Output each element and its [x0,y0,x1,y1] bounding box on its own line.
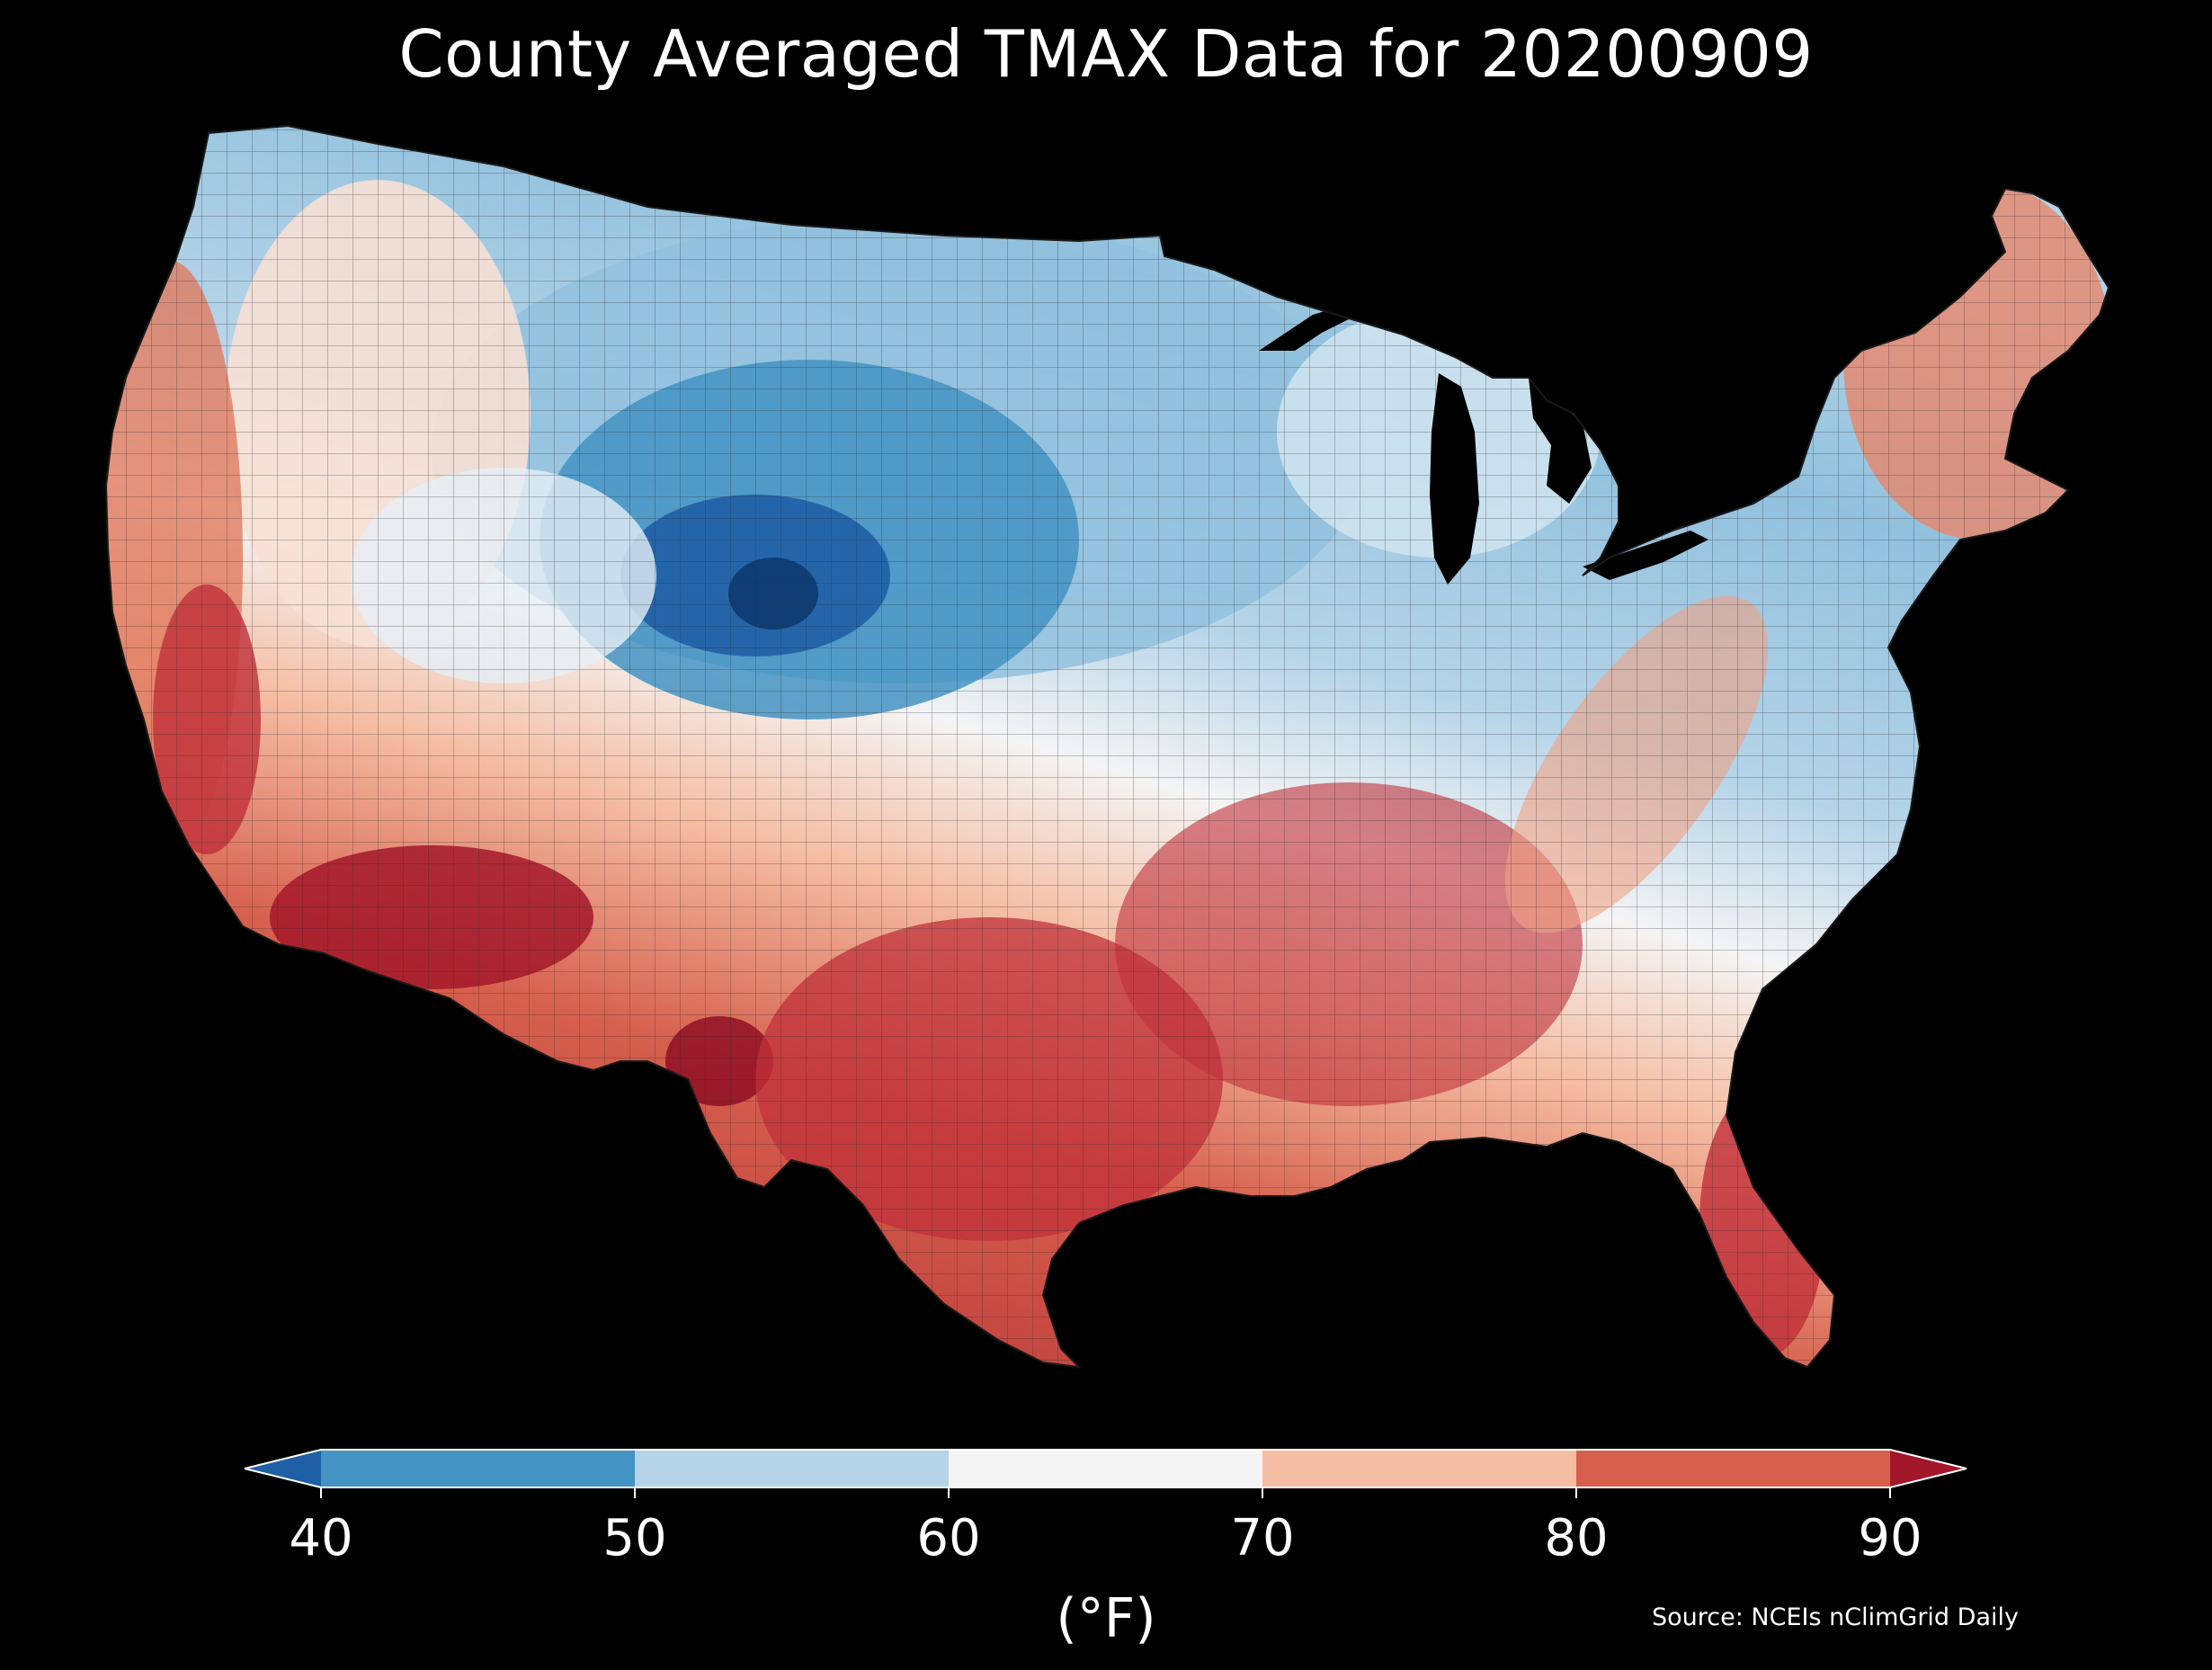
lake-superior [1259,283,1398,351]
colorbar-units-label: (°F) [1056,1587,1156,1650]
us-outline [104,124,2110,1369]
colorbar-tick-50: 50 [602,1509,667,1567]
colorbar-tick-40: 40 [289,1509,353,1567]
lake-huron [1529,378,1592,504]
page-title: County Averaged TMAX Data for 20200909 [398,16,1814,92]
map-fill [106,126,2109,1367]
lake-michigan [1430,373,1479,585]
conus-county-map [104,124,2110,1369]
colorbar-tick-90: 90 [1858,1509,1922,1567]
colorbar-tick-80: 80 [1544,1509,1609,1567]
colorbar-tick-60: 60 [916,1509,981,1567]
lake-erie [1583,531,1708,580]
source-credit: Source: NCEIs nClimGrid Daily [1652,1603,2019,1631]
colorbar-tick-70: 70 [1230,1509,1295,1567]
